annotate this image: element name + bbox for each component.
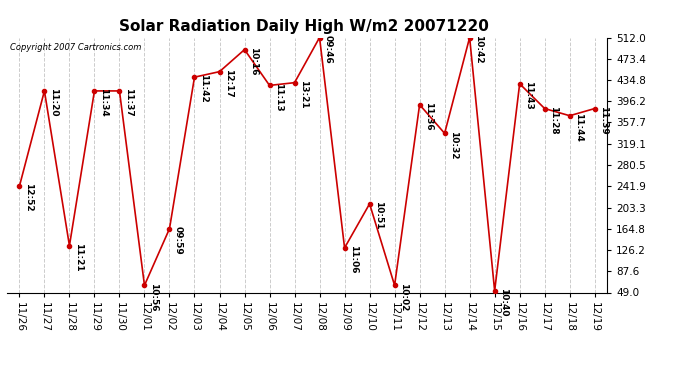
Text: 10:56: 10:56 <box>148 282 157 311</box>
Text: 11:20: 11:20 <box>48 88 57 117</box>
Text: 09:46: 09:46 <box>324 35 333 63</box>
Text: 11:37: 11:37 <box>124 88 132 117</box>
Text: 11:36: 11:36 <box>424 102 433 130</box>
Text: Copyright 2007 Cartronics.com: Copyright 2007 Cartronics.com <box>10 43 141 52</box>
Text: 11:28: 11:28 <box>549 106 558 134</box>
Text: 10:16: 10:16 <box>248 47 257 75</box>
Text: 11:13: 11:13 <box>274 82 283 111</box>
Text: 11:43: 11:43 <box>524 81 533 110</box>
Text: 13:21: 13:21 <box>299 80 308 108</box>
Text: 11:44: 11:44 <box>574 113 583 142</box>
Text: 11:06: 11:06 <box>348 245 357 274</box>
Text: Solar Radiation Daily High W/m2 20071220: Solar Radiation Daily High W/m2 20071220 <box>119 19 489 34</box>
Text: 10:02: 10:02 <box>399 282 408 311</box>
Text: 10:51: 10:51 <box>374 201 383 229</box>
Text: 11:21: 11:21 <box>74 243 83 272</box>
Text: 10:32: 10:32 <box>448 130 457 159</box>
Text: 11:42: 11:42 <box>199 74 208 103</box>
Text: 10:42: 10:42 <box>474 35 483 63</box>
Text: 09:59: 09:59 <box>174 226 183 255</box>
Text: 12:17: 12:17 <box>224 69 233 98</box>
Text: 11:34: 11:34 <box>99 88 108 117</box>
Text: 10:40: 10:40 <box>499 288 508 316</box>
Text: 12:52: 12:52 <box>23 183 32 212</box>
Text: 11:39: 11:39 <box>599 106 608 135</box>
